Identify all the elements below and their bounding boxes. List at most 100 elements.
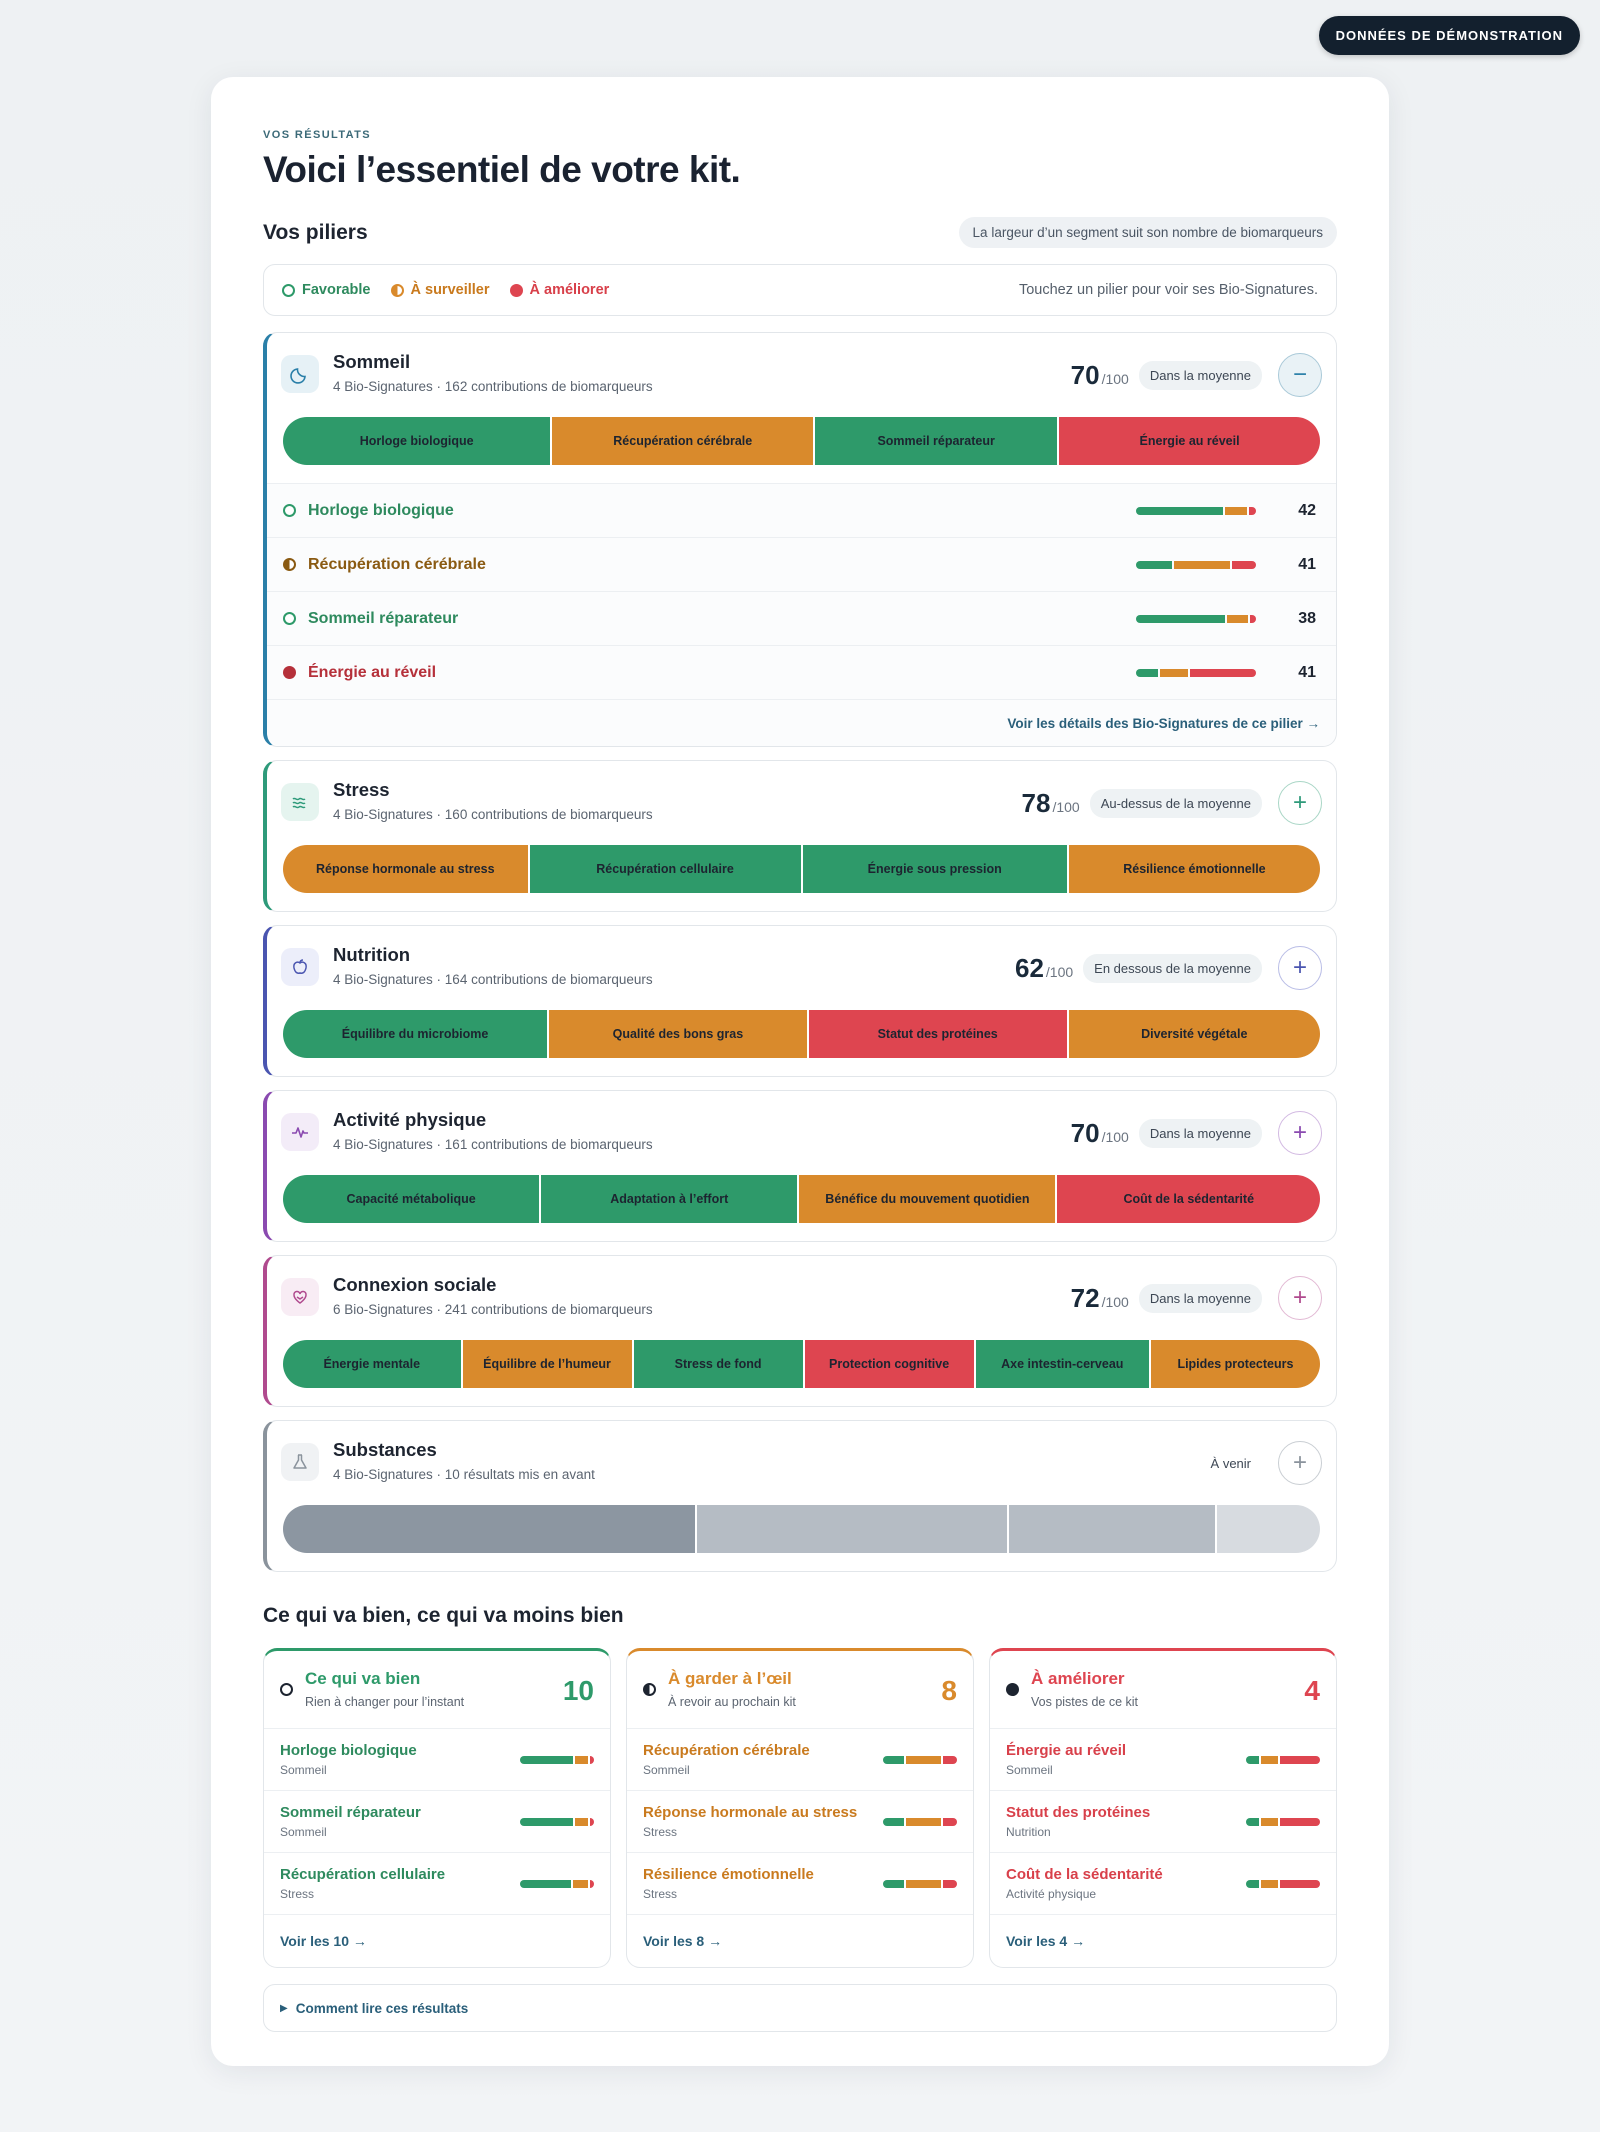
summary-column-green: Ce qui va bien Rien à changer pour l’ins… [263,1648,611,1968]
pillar-nutrition[interactable]: Nutrition 4 Bio-Signatures · 164 contrib… [263,925,1337,1077]
segment-sommeil[interactable]: Sommeil réparateur [815,417,1058,465]
favorable-icon [282,283,295,297]
segment-substances[interactable] [283,1505,696,1553]
pillar-score: 72/100 [1070,1282,1129,1313]
summary-columns: Ce qui va bien Rien à changer pour l’ins… [263,1648,1337,1968]
segment-sommeil[interactable]: Énergie au réveil [1059,417,1320,465]
segment-width-hint: La largeur d’un segment suit son nombre … [958,217,1337,248]
mini-distribution-bar [1246,1879,1320,1888]
segment-nutrition[interactable]: Statut des protéines [808,1010,1067,1058]
expand-toggle-icon[interactable]: + [1278,1441,1322,1485]
pillar-segment-bar: Horloge biologique Récupération cérébrale… [283,417,1320,465]
summary-item[interactable]: Résilience émotionnelle Stress [627,1853,973,1915]
pillar-connexion-sociale[interactable]: Connexion sociale 6 Bio-Signatures · 241… [263,1255,1337,1407]
segment-substances[interactable] [1008,1505,1215,1553]
segment-connexion-sociale[interactable]: Lipides protecteurs [1150,1340,1320,1388]
segment-activit-physique[interactable]: Capacité métabolique [283,1175,540,1223]
summary-item[interactable]: Récupération cellulaire Stress [264,1853,610,1915]
pillar-name: Sommeil [333,351,411,372]
summary-column-red: À améliorer Vos pistes de ce kit 4 Énerg… [989,1648,1337,1968]
how-to-read-toggle[interactable]: ▶ Comment lire ces résultats [263,1984,1337,2032]
filled-circle-icon [283,666,296,679]
mini-distribution-bar [520,1879,594,1888]
expand-toggle-icon[interactable]: + [1278,946,1322,990]
segment-nutrition[interactable]: Diversité végétale [1068,1010,1320,1058]
see-all-link[interactable]: Voir les 4 → [1006,1933,1086,1949]
waves-icon [281,783,319,821]
legend-surveiller: À surveiller [390,282,490,298]
summary-item-pillar: Sommeil [280,1825,327,1839]
pillar-details-link[interactable]: Voir les détails des Bio-Signatures de c… [1007,715,1320,731]
pillar-activit-physique[interactable]: Activité physique 4 Bio-Signatures · 161… [263,1090,1337,1242]
segment-stress[interactable]: Récupération cellulaire [529,845,801,893]
see-all-link[interactable]: Voir les 10 → [280,1933,367,1949]
summary-item[interactable]: Récupération cérébrale Sommeil [627,1729,973,1791]
segment-sommeil[interactable]: Horloge biologique [283,417,551,465]
pillar-segment-bar: Énergie mentale Équilibre de l’humeur Stre… [283,1340,1320,1388]
summary-item[interactable]: Coût de la sédentarité Activité physique [990,1853,1336,1915]
mini-distribution-bar [1136,506,1256,515]
column-title: À garder à l’œil [668,1669,792,1688]
column-subtitle: Rien à changer pour l’instant [305,1695,465,1709]
segment-activit-physique[interactable]: Adaptation à l’effort [541,1175,798,1223]
pillar-name: Substances [333,1439,437,1460]
segment-connexion-sociale[interactable]: Équilibre de l’humeur [462,1340,632,1388]
segment-stress[interactable]: Énergie sous pression [802,845,1067,893]
collapse-toggle-icon[interactable]: − [1278,353,1322,397]
segment-sommeil[interactable]: Récupération cérébrale [552,417,814,465]
mini-distribution-bar [883,1755,957,1764]
column-count: 10 [562,1675,594,1706]
bio-signature-row[interactable]: Énergie au réveil 41 [267,646,1336,700]
segment-activit-physique[interactable]: Bénéfice du mouvement quotidien [799,1175,1056,1223]
half-circle-icon [390,283,404,297]
segment-connexion-sociale[interactable]: Stress de fond [633,1340,803,1388]
segment-substances[interactable] [697,1505,1007,1553]
see-all-link[interactable]: Voir les 8 → [643,1933,723,1949]
circle-outline-icon [280,1683,293,1696]
bio-signature-row[interactable]: Horloge biologique 42 [267,484,1336,538]
flask-icon [281,1443,319,1481]
summary-item-pillar: Stress [643,1825,678,1839]
summary-item[interactable]: Horloge biologique Sommeil [264,1729,610,1791]
segment-nutrition[interactable]: Équilibre du microbiome [283,1010,548,1058]
column-title: À améliorer [1031,1669,1125,1688]
expand-toggle-icon[interactable]: + [1278,1111,1322,1155]
legend-tip: Touchez un pilier pour voir ses Bio-Sign… [1018,282,1318,298]
heart-hands-icon [281,1278,319,1316]
expand-toggle-icon[interactable]: + [1278,781,1322,825]
pillars-list: Sommeil 4 Bio-Signatures · 162 contribut… [263,332,1337,1572]
segment-activit-physique[interactable]: Coût de la sédentarité [1057,1175,1320,1223]
summary-item-pillar: Stress [280,1887,315,1901]
summary-item-name: Statut des protéines [1006,1804,1151,1821]
pulse-icon [281,1113,319,1151]
expand-toggle-icon[interactable]: + [1278,1276,1322,1320]
triangle-right-icon: ▶ [280,2002,288,2014]
biomarker-count: 38 [1298,609,1316,627]
segment-nutrition[interactable]: Qualité des bons gras [549,1010,807,1058]
segment-connexion-sociale[interactable]: Protection cognitive [804,1340,974,1388]
summary-item[interactable]: Énergie au réveil Sommeil [990,1729,1336,1791]
summary-item[interactable]: Réponse hormonale au stress Stress [627,1791,973,1853]
segment-substances[interactable] [1216,1505,1320,1553]
bio-signature-row[interactable]: Récupération cérébrale 41 [267,538,1336,592]
pillar-name: Activité physique [333,1109,487,1130]
segment-connexion-sociale[interactable]: Énergie mentale [283,1340,461,1388]
pillar-subtitle: 4 Bio-Signatures · 164 contributions de … [333,972,653,987]
pillar-stress[interactable]: Stress 4 Bio-Signatures · 160 contributi… [263,760,1337,912]
pillar-name: Connexion sociale [333,1274,497,1295]
summary-item-name: Coût de la sédentarité [1006,1866,1163,1883]
segment-connexion-sociale[interactable]: Axe intestin-cerveau [975,1340,1149,1388]
summary-item[interactable]: Statut des protéines Nutrition [990,1791,1336,1853]
pillar-subtitle: 6 Bio-Signatures · 241 contributions de … [333,1302,653,1317]
bio-signature-row[interactable]: Sommeil réparateur 38 [267,592,1336,646]
summary-item-name: Horloge biologique [280,1742,417,1759]
mini-distribution-bar [1136,668,1256,677]
bio-signature-name: Récupération cérébrale [308,555,486,573]
eyebrow: VOS RÉSULTATS [263,129,372,141]
pillar-sommeil[interactable]: Sommeil 4 Bio-Signatures · 162 contribut… [263,332,1337,747]
pillar-substances[interactable]: Substances 4 Bio-Signatures · 10 résulta… [263,1420,1337,1572]
segment-stress[interactable]: Réponse hormonale au stress [283,845,528,893]
pillars-section-title: Vos piliers [263,220,368,244]
segment-stress[interactable]: Résilience émotionnelle [1068,845,1320,893]
summary-item[interactable]: Sommeil réparateur Sommeil [264,1791,610,1853]
